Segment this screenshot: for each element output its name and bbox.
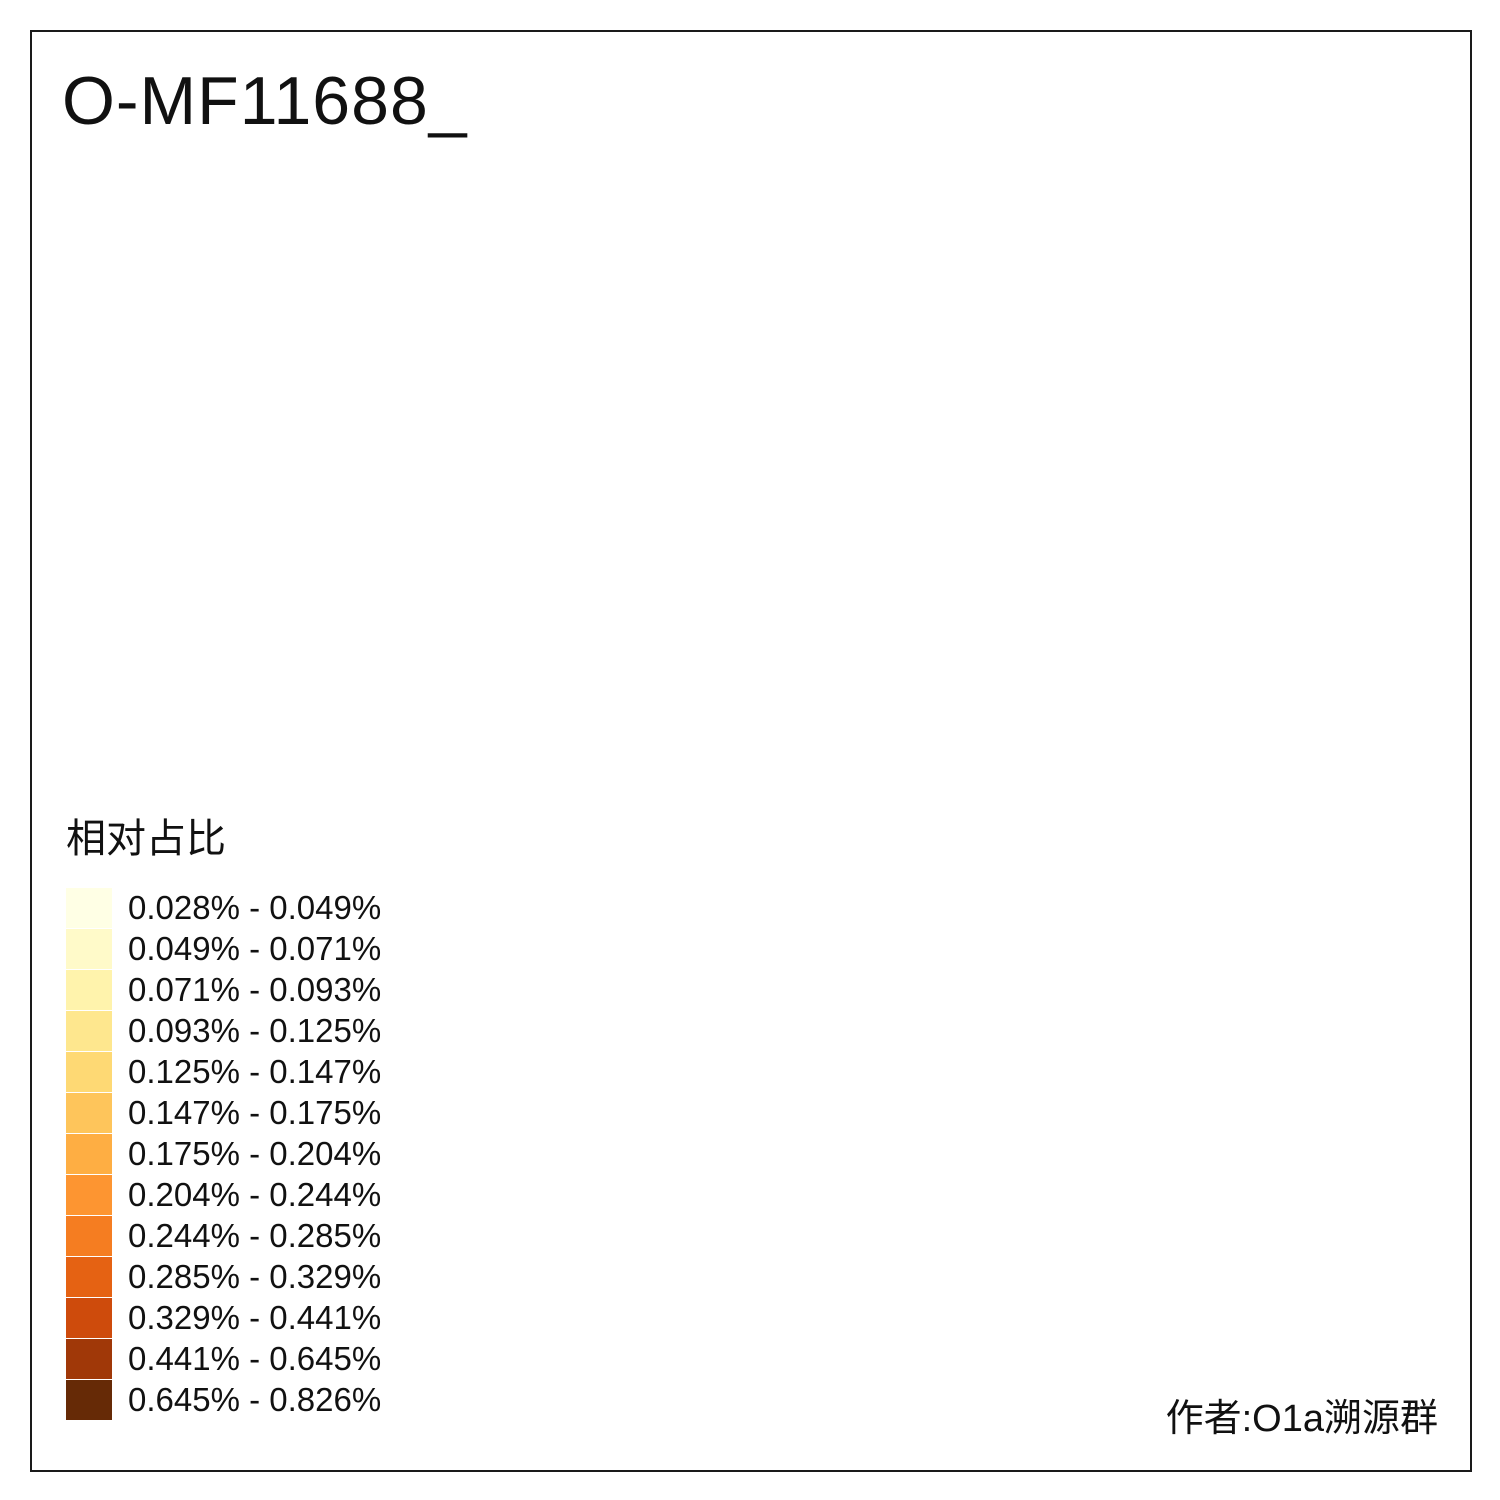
legend-label: 0.147% - 0.175%: [128, 1094, 382, 1131]
legend-label: 0.049% - 0.071%: [128, 930, 382, 967]
legend-swatch: [66, 1052, 112, 1092]
plot-title: O-MF11688_: [62, 63, 468, 139]
legend-label: 0.645% - 0.826%: [128, 1381, 382, 1418]
legend-item: 0.175% - 0.204%: [66, 1134, 381, 1174]
legend-label: 0.204% - 0.244%: [128, 1176, 382, 1213]
legend-swatch: [66, 1298, 112, 1338]
legend-item: 0.147% - 0.175%: [66, 1093, 381, 1133]
legend-item: 0.645% - 0.826%: [66, 1380, 381, 1420]
legend-swatch: [66, 1257, 112, 1297]
legend-label: 0.329% - 0.441%: [128, 1299, 382, 1336]
legend-label: 0.125% - 0.147%: [128, 1053, 382, 1090]
legend-swatch: [66, 970, 112, 1010]
legend-item: 0.071% - 0.093%: [66, 970, 381, 1010]
legend-swatch: [66, 1216, 112, 1256]
legend-swatch: [66, 929, 112, 969]
legend-items: 0.028% - 0.049% 0.049% - 0.071% 0.071% - 0…: [66, 888, 381, 1420]
legend-label: 0.441% - 0.645%: [128, 1340, 382, 1377]
plot-frame: [30, 30, 1472, 1472]
legend-swatch: [66, 1380, 112, 1420]
legend-item: 0.244% - 0.285%: [66, 1216, 381, 1256]
legend-swatch: [66, 1175, 112, 1215]
legend-item: 0.204% - 0.244%: [66, 1175, 381, 1215]
legend-label: 0.244% - 0.285%: [128, 1217, 382, 1254]
legend-label: 0.093% - 0.125%: [128, 1012, 382, 1049]
legend-swatch: [66, 1339, 112, 1379]
legend-swatch: [66, 888, 112, 928]
legend-label: 0.285% - 0.329%: [128, 1258, 382, 1295]
legend-label: 0.071% - 0.093%: [128, 971, 382, 1008]
legend-item: 0.049% - 0.071%: [66, 929, 381, 969]
legend-item: 0.329% - 0.441%: [66, 1298, 381, 1338]
author-credit: 作者:O1a溯源群: [1165, 1398, 1438, 1440]
legend-label: 0.175% - 0.204%: [128, 1135, 382, 1172]
legend-label: 0.028% - 0.049%: [128, 889, 382, 926]
legend-item: 0.093% - 0.125%: [66, 1011, 381, 1051]
legend: 相对占比 0.028% - 0.049% 0.049% - 0.071% 0.071…: [66, 806, 381, 1421]
legend-swatch: [66, 1011, 112, 1051]
legend-swatch: [66, 1093, 112, 1133]
legend-item: 0.441% - 0.645%: [66, 1339, 381, 1379]
legend-item: 0.125% - 0.147%: [66, 1052, 381, 1092]
legend-item: 0.285% - 0.329%: [66, 1257, 381, 1297]
legend-swatch: [66, 1134, 112, 1174]
legend-item: 0.028% - 0.049%: [66, 888, 381, 928]
legend-title: 相对占比: [66, 817, 226, 861]
